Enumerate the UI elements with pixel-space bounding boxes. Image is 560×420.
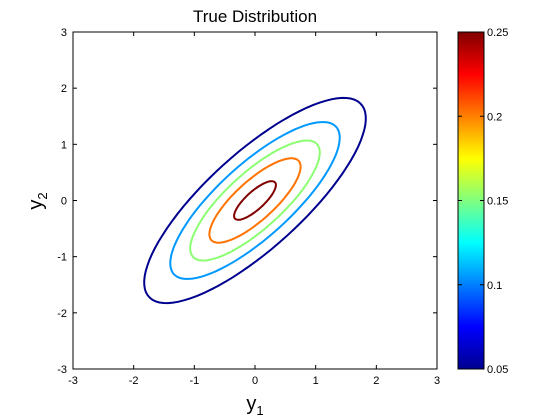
y-tick-label: -3	[57, 364, 67, 376]
y-tick-label: 3	[61, 27, 67, 39]
y-tick-label: -1	[57, 252, 67, 264]
x-tick-label: 3	[434, 375, 440, 387]
colorbar-ticks: 0.05 0.1 0.15 0.2 0.25	[458, 27, 508, 376]
y-axis-label: y2	[25, 192, 50, 209]
contour-level-2	[169, 121, 341, 280]
contour-level-4	[208, 157, 302, 244]
colorbar-tick-label: 0.25	[487, 27, 508, 39]
chart-title: True Distribution	[193, 7, 317, 26]
x-tick-label: 0	[252, 375, 258, 387]
x-tick-label: 1	[313, 375, 319, 387]
contour-level-5	[233, 180, 277, 221]
colorbar-tick-label: 0.15	[487, 196, 508, 208]
y-axis-label-subscript: 2	[35, 192, 50, 199]
y-axis-ticks: -3 -2 -1 0 1 2 3	[57, 27, 437, 376]
x-axis-ticks: -3 -2 -1 0 1 2 3	[68, 32, 440, 387]
x-tick-label: 2	[373, 375, 379, 387]
contour-level-1	[143, 96, 367, 305]
y-tick-label: 1	[61, 139, 67, 151]
colorbar-tick-label: 0.1	[487, 280, 502, 292]
x-axis-label: y1	[246, 393, 263, 418]
x-axis-label-base: y	[246, 393, 256, 415]
contour-level-3	[189, 139, 321, 262]
x-tick-label: -1	[189, 375, 199, 387]
x-tick-label: -3	[68, 375, 78, 387]
colorbar-tick-label: 0.05	[487, 364, 508, 376]
y-tick-label: 0	[61, 196, 67, 208]
y-axis-label-base: y	[25, 200, 47, 210]
y-tick-label: 2	[61, 83, 67, 95]
plot-area	[73, 32, 437, 369]
x-axis-label-subscript: 1	[256, 403, 263, 418]
colorbar-tick-label: 0.2	[487, 111, 502, 123]
x-tick-label: -2	[129, 375, 139, 387]
y-tick-label: -2	[57, 308, 67, 320]
contour-lines	[143, 96, 367, 305]
